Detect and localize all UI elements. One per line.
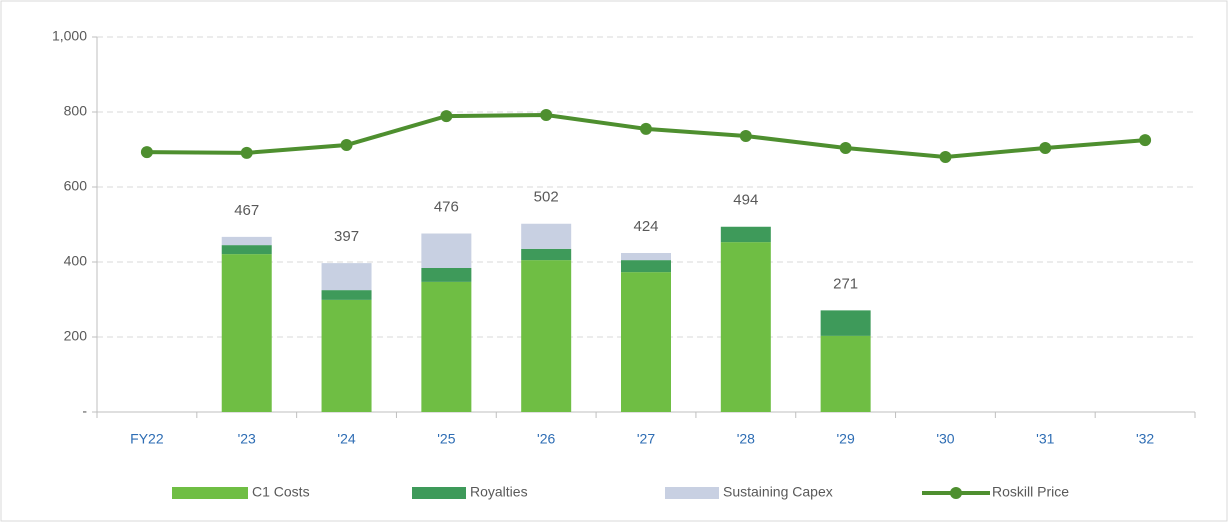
- x-tick-label: '25: [437, 431, 455, 447]
- price-point: [340, 139, 353, 151]
- y-tick-label: 1,000: [52, 28, 87, 44]
- x-tick-label: '26: [537, 431, 555, 447]
- price-point: [140, 146, 153, 159]
- total-label: 502: [534, 189, 559, 206]
- price-point: [540, 109, 553, 121]
- total-label: 424: [633, 218, 658, 235]
- bar-segment: [521, 223, 572, 249]
- bar-segment: [321, 290, 372, 300]
- bar-segment: [521, 260, 572, 412]
- y-tick-label: 800: [64, 103, 88, 119]
- legend-swatch: [412, 487, 466, 499]
- total-label: 271: [833, 275, 858, 292]
- y-tick-label: 400: [64, 253, 88, 269]
- bar-segment: [820, 310, 871, 336]
- bar-segment: [521, 248, 572, 261]
- price-point: [1139, 134, 1152, 147]
- bar-segment: [321, 263, 372, 291]
- total-label: 467: [234, 202, 259, 219]
- legend-label: Roskill Price: [992, 484, 1069, 500]
- total-label: 494: [733, 192, 758, 209]
- x-tick-label: FY22: [130, 431, 164, 447]
- y-tick-label: -: [82, 403, 87, 419]
- x-tick-label: '29: [837, 431, 855, 447]
- bar-segment: [421, 233, 472, 268]
- bar-segment: [720, 226, 771, 243]
- price-point: [240, 146, 253, 159]
- price-point: [839, 142, 852, 154]
- x-tick-label: '28: [737, 431, 755, 447]
- price-point: [739, 130, 752, 142]
- x-tick-label: '27: [637, 431, 655, 447]
- legend-marker: [950, 487, 962, 499]
- bar-segment: [820, 335, 871, 412]
- bar-segment: [621, 260, 671, 273]
- y-tick-label: 600: [64, 178, 88, 194]
- total-label: 397: [334, 228, 359, 245]
- x-tick-label: '31: [1036, 431, 1054, 447]
- legend-label: Sustaining Capex: [723, 484, 833, 500]
- bar-segment: [321, 299, 372, 412]
- price-point: [440, 110, 453, 123]
- legend-swatch: [665, 487, 719, 499]
- x-tick-label: '24: [337, 431, 355, 447]
- bar-segment: [221, 254, 272, 412]
- bar-segment: [720, 242, 771, 412]
- bar-segment: [221, 245, 272, 255]
- bar-segment: [621, 272, 671, 412]
- legend-label: Royalties: [470, 484, 528, 500]
- total-label: 476: [434, 198, 459, 215]
- legend-label: C1 Costs: [252, 484, 310, 500]
- legend-swatch: [172, 487, 248, 499]
- price-point: [640, 122, 652, 135]
- price-point: [939, 151, 952, 163]
- x-tick-label: '23: [238, 431, 256, 447]
- x-tick-label: '32: [1136, 431, 1154, 447]
- x-tick-label: '30: [936, 431, 954, 447]
- y-tick-label: 200: [64, 328, 88, 344]
- bar-segment: [621, 253, 671, 261]
- price-point: [1039, 142, 1052, 154]
- bar-segment: [421, 281, 472, 412]
- bar-segment: [221, 236, 272, 246]
- bar-segment: [421, 268, 472, 282]
